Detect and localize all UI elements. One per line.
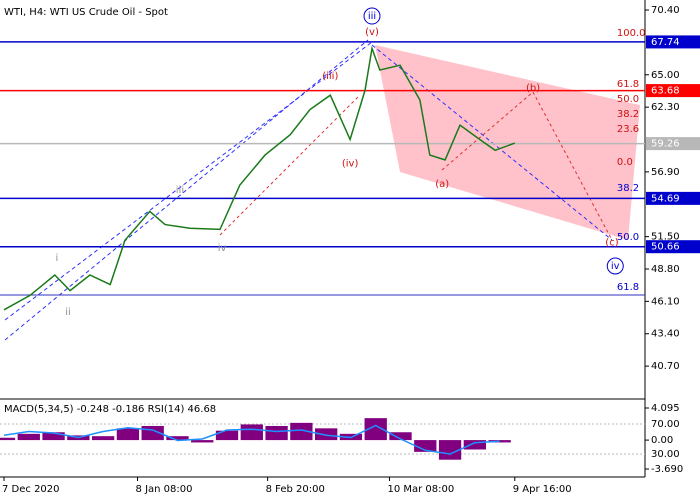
macd-bar bbox=[463, 440, 486, 450]
macd-bar bbox=[42, 432, 65, 441]
wave-label: iv bbox=[218, 243, 227, 254]
level-label: 63.68 bbox=[651, 86, 680, 97]
macd-bar bbox=[91, 436, 115, 441]
trend-line bbox=[371, 44, 613, 241]
macd-bar bbox=[364, 418, 387, 441]
level-label: 67.74 bbox=[651, 37, 680, 48]
y-tick-label: 40.70 bbox=[651, 361, 680, 372]
macd-bar bbox=[488, 440, 511, 443]
level-label: 59.26 bbox=[651, 139, 680, 150]
level-label: 54.69 bbox=[651, 193, 680, 204]
wave-label: (v) bbox=[365, 27, 379, 38]
wave-label: iii bbox=[368, 11, 376, 22]
y-tick-label: 48.80 bbox=[651, 264, 680, 275]
trend-line bbox=[441, 91, 534, 171]
level-box bbox=[646, 240, 700, 254]
level-box bbox=[646, 191, 700, 205]
wave-circle bbox=[606, 257, 624, 275]
fib-label: 38.2 bbox=[617, 109, 639, 120]
x-tick-label: 8 Feb 20:00 bbox=[266, 484, 325, 495]
fib-label: 38.2 bbox=[617, 183, 639, 194]
wave-label: iii bbox=[176, 185, 184, 196]
price-line bbox=[3, 45, 516, 311]
x-tick-label: 9 Apr 16:00 bbox=[513, 484, 572, 495]
y-tick-label: 70.40 bbox=[651, 5, 680, 16]
wave-label: i bbox=[55, 253, 58, 264]
wave-circle bbox=[363, 7, 381, 25]
fib-label: 50.0 bbox=[617, 94, 639, 105]
macd-bar bbox=[116, 428, 140, 441]
wave-label: (iii) bbox=[322, 71, 338, 82]
macd-bar bbox=[438, 440, 462, 460]
wave-label: (a) bbox=[435, 179, 449, 190]
macd-bar bbox=[265, 425, 288, 441]
y-tick-label: 65.00 bbox=[651, 70, 680, 81]
y-tick-label: 46.10 bbox=[651, 296, 680, 307]
macd-bar bbox=[0, 437, 16, 441]
wave-label: (c) bbox=[605, 238, 618, 249]
chart-title: WTI, H4: WTI US Crude Oil - Spot bbox=[4, 7, 168, 18]
level-box bbox=[646, 84, 700, 98]
x-tick-label: 7 Dec 2020 bbox=[2, 484, 60, 495]
y-tick-label: 62.30 bbox=[651, 102, 680, 113]
macd-bar bbox=[389, 432, 412, 441]
level-label: 50.66 bbox=[651, 242, 680, 253]
macd-bar bbox=[240, 424, 263, 441]
macd-bar bbox=[414, 440, 437, 452]
fib-label: 100.0 bbox=[617, 28, 646, 39]
macd-bar bbox=[191, 440, 214, 443]
level-box bbox=[646, 137, 700, 151]
trend-line bbox=[532, 91, 613, 241]
y-tick-label: 0.00 bbox=[651, 435, 673, 446]
macd-bar bbox=[315, 428, 338, 441]
x-tick-label: 8 Jan 08:00 bbox=[136, 484, 193, 495]
macd-bar bbox=[290, 422, 313, 441]
macd-bar bbox=[17, 433, 40, 441]
macd-bar bbox=[215, 430, 239, 441]
wave-label: ii bbox=[65, 307, 71, 318]
wave-label: (iv) bbox=[342, 158, 359, 169]
wave-label: iv bbox=[611, 261, 620, 272]
y2-tick-label: 70.00 bbox=[651, 419, 680, 430]
macd-bar bbox=[166, 436, 189, 441]
y-tick-label: 43.40 bbox=[651, 329, 680, 340]
channel bbox=[375, 45, 640, 240]
fib-label: 0.0 bbox=[617, 157, 633, 168]
trend-line bbox=[219, 94, 361, 236]
fib-label: 61.8 bbox=[617, 79, 639, 90]
indicator-title: MACD(5,34,5) -0.248 -0.186 RSI(14) 46.68 bbox=[4, 404, 216, 415]
rsi-line bbox=[3, 424, 500, 455]
y-tick-label: -3.690 bbox=[651, 464, 683, 475]
wave-label: (b) bbox=[526, 83, 540, 94]
y-tick-label: 4.095 bbox=[651, 403, 680, 414]
x-tick-label: 10 Mar 08:00 bbox=[387, 484, 454, 495]
level-box bbox=[646, 35, 700, 49]
fib-label: 61.8 bbox=[617, 282, 639, 293]
y-tick-label: 51.50 bbox=[651, 232, 680, 243]
fib-label: 23.6 bbox=[617, 124, 639, 135]
y2-tick-label: 30.00 bbox=[651, 449, 680, 460]
y-tick-label: 56.90 bbox=[651, 167, 680, 178]
fib-label: 50.0 bbox=[617, 232, 639, 243]
